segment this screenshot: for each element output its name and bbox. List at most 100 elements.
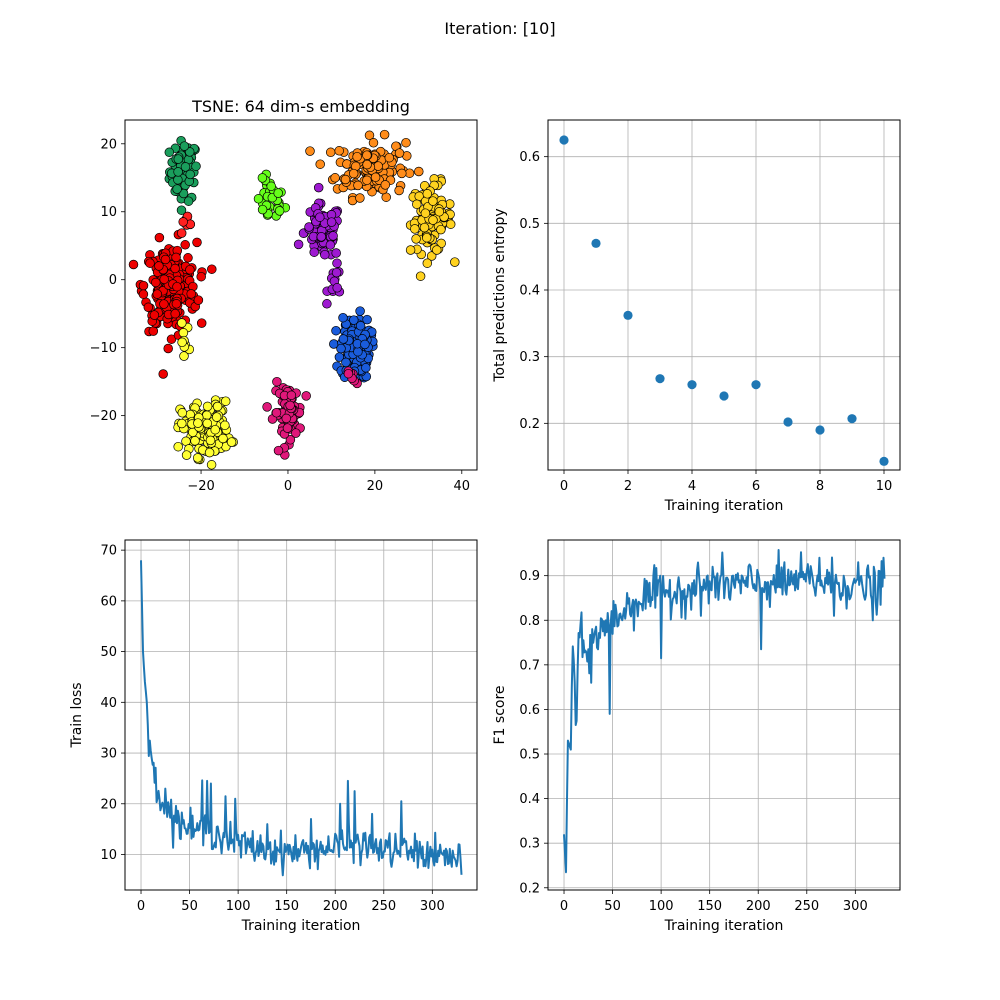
embedding-point <box>320 249 330 260</box>
y-tick-label: 0.2 <box>519 881 540 896</box>
x-tick-label: 50 <box>604 899 621 914</box>
embedding-point <box>177 418 187 429</box>
embedding-point <box>355 321 366 331</box>
axes-frame <box>547 119 901 471</box>
entropy-point <box>751 380 761 390</box>
embedding-point <box>412 199 422 210</box>
embedding-point <box>152 289 163 299</box>
embedding-point <box>420 208 431 218</box>
embedding-point <box>176 228 187 238</box>
embedding-point <box>202 401 213 412</box>
embedding-point <box>330 173 340 183</box>
y-axis-label: F1 score <box>492 685 508 744</box>
embedding-point <box>353 180 363 191</box>
embedding-point <box>285 400 295 411</box>
embedding-point <box>328 231 338 241</box>
y-tick-label: 0.9 <box>519 569 540 584</box>
y-tick-label: 70 <box>100 544 117 559</box>
embedding-point <box>179 141 190 151</box>
embedding-point <box>178 217 188 227</box>
embedding-point <box>154 261 164 271</box>
embedding-point <box>218 433 228 444</box>
embedding-point <box>273 188 283 198</box>
x-axis-label: Training iteration <box>241 918 361 934</box>
embedding-point <box>220 420 230 431</box>
y-tick-label: 0 <box>109 273 117 288</box>
embedding-point <box>160 254 171 265</box>
embedding-point <box>291 428 301 438</box>
embedding-point <box>305 146 315 156</box>
embedding-point <box>274 206 285 216</box>
embedding-point <box>185 264 195 275</box>
y-tick-label: 0.3 <box>519 350 540 365</box>
embedding-point <box>432 245 442 255</box>
embedding-point <box>183 196 194 206</box>
embedding-point <box>362 175 372 186</box>
embedding-point <box>428 196 438 206</box>
embedding-point <box>331 248 341 258</box>
y-tick-label: −20 <box>90 409 117 424</box>
x-tick-label: 300 <box>420 899 445 914</box>
embedding-point <box>181 450 192 460</box>
embedding-point <box>148 326 159 336</box>
embedding-point <box>179 351 189 361</box>
embedding-point <box>355 193 365 203</box>
x-tick-label: −20 <box>187 479 214 494</box>
embedding-point <box>353 346 363 357</box>
x-tick-label: 2 <box>624 479 632 494</box>
embedding-point <box>151 277 161 288</box>
embedding-point <box>331 267 342 278</box>
x-tick-label: 0 <box>137 899 145 914</box>
x-tick-label: 150 <box>697 899 722 914</box>
embedding-point <box>202 418 213 429</box>
embedding-point <box>173 175 183 185</box>
embedding-point <box>180 162 191 172</box>
embedding-point <box>332 258 342 268</box>
embedding-point <box>145 258 155 268</box>
embedding-point <box>364 130 375 141</box>
embedding-point <box>177 408 188 418</box>
embedding-point <box>436 238 446 249</box>
entropy-point <box>879 456 889 466</box>
embedding-point <box>178 188 189 199</box>
embedding-point <box>207 264 217 274</box>
embedding-point <box>128 259 139 270</box>
embedding-point <box>405 245 416 255</box>
embedding-point <box>205 435 216 446</box>
embedding-point <box>262 402 272 412</box>
embedding-point <box>445 219 456 229</box>
embedding-point <box>450 257 460 267</box>
embedding-point <box>204 447 215 458</box>
figure-suptitle: Iteration: [10] <box>444 19 555 38</box>
embedding-point <box>326 217 337 227</box>
embedding-point <box>210 424 220 435</box>
embedding-point <box>349 315 359 325</box>
embedding-point <box>138 280 149 291</box>
embedding-point <box>186 289 196 299</box>
embedding-point <box>172 184 182 194</box>
y-tick-label: 0.8 <box>519 614 540 629</box>
series-line <box>140 560 463 877</box>
y-tick-label: 0.7 <box>519 658 540 673</box>
y-tick-label: 0.2 <box>519 417 540 432</box>
embedding-point <box>178 328 189 338</box>
embedding-point <box>206 460 217 470</box>
embedding-point <box>434 207 445 217</box>
entropy-point <box>623 310 633 320</box>
y-axis-label: Train loss <box>69 682 85 748</box>
embedding-point <box>285 435 296 445</box>
plot-area <box>559 135 889 466</box>
y-tick-label: 60 <box>100 594 117 609</box>
x-tick-label: 4 <box>688 479 696 494</box>
embedding-point <box>348 168 359 179</box>
entropy-point <box>687 380 697 390</box>
axes-frame <box>124 539 478 891</box>
embedding-point <box>196 318 207 328</box>
embedding-point <box>138 289 149 299</box>
embedding-point <box>286 390 297 401</box>
y-tick-label: 0.4 <box>519 284 540 299</box>
y-tick-label: 50 <box>100 645 117 660</box>
y-tick-label: 10 <box>100 848 117 863</box>
embedding-point <box>336 343 346 354</box>
